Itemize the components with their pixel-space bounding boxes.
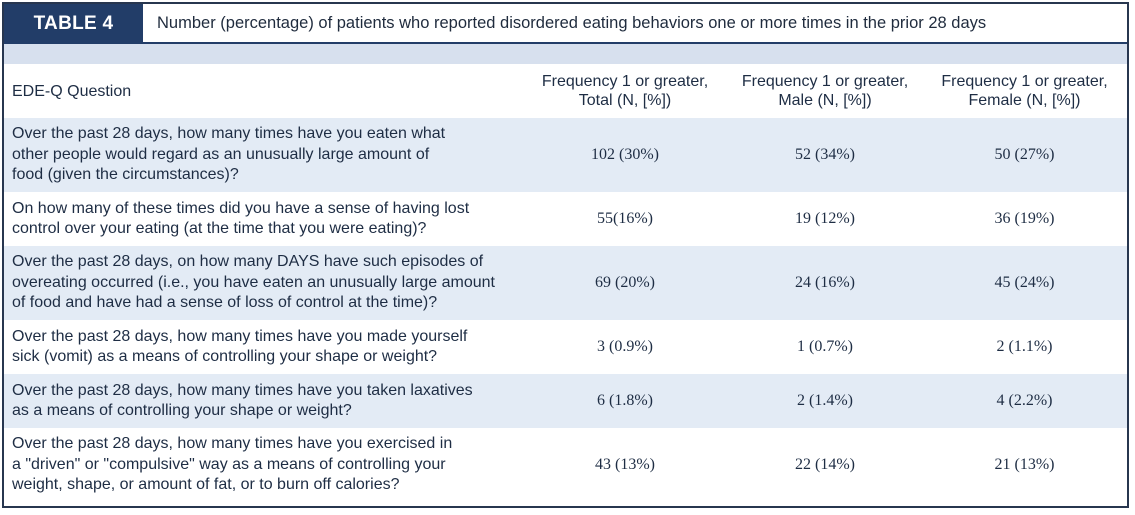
table-row: Over the past 28 days, how many times ha… <box>4 320 1127 374</box>
table-frame: TABLE 4 Number (percentage) of patients … <box>2 2 1129 508</box>
total-cell: 3 (0.9%) <box>597 337 653 355</box>
question-cell: Over the past 28 days, how many times ha… <box>4 428 522 502</box>
question-line: control over your eating (at the time th… <box>12 220 427 237</box>
column-header-female-line-1: Frequency 1 or greater, <box>941 73 1108 90</box>
question-line: Over the past 28 days, how many times ha… <box>12 327 468 345</box>
female-cell: 50 (27%) <box>922 118 1127 192</box>
female-cell: 36 (19%) <box>994 209 1055 227</box>
column-header-total-line-1: Frequency 1 or greater, <box>541 73 709 90</box>
question-line: Over the past 28 days, how many times ha… <box>12 435 453 453</box>
table-row: On how many of these times did you have … <box>4 192 1127 246</box>
question-cell: Over the past 28 days, how many times ha… <box>4 320 522 374</box>
question-line: food (given the circumstances)? <box>12 166 239 184</box>
male-cell: 2 (1.4%) <box>728 374 922 428</box>
male-cell: 1 (0.7%) <box>797 337 853 355</box>
table-title: Number (percentage) of patients who repo… <box>143 4 1127 44</box>
question-cell: On how many of these times did you have … <box>4 192 522 246</box>
question-line: a "driven" or "compulsive" way as a mean… <box>12 455 446 473</box>
female-cell: 2 (1.1%) <box>996 337 1053 355</box>
male-cell: 24 (16%) <box>728 246 922 320</box>
column-header-male-line-2: Male (N, [%]) <box>778 92 872 109</box>
question-line: Over the past 28 days, on how many DAYS … <box>12 253 484 271</box>
question-line: overeating occurred (i.e., you have eate… <box>12 273 495 291</box>
column-header-total-line-2: Total (N, [%]) <box>578 92 672 109</box>
female-cell: 4 (2.2%) <box>922 374 1127 428</box>
question-line: as a means of controlling your shape or … <box>12 402 352 419</box>
column-header-total: Frequency 1 or greater, Total (N, [%]) <box>522 64 728 118</box>
male-cell: 22 (14%) <box>795 455 855 473</box>
total-cell: 6 (1.8%) <box>522 374 728 428</box>
question-line: On how many of these times did you have … <box>12 199 470 217</box>
question-line: of food and have had a sense of loss of … <box>12 294 438 312</box>
column-header-female-line-2: Female (N, [%]) <box>968 92 1081 109</box>
question-line: sick (vomit) as a means of controlling y… <box>12 348 438 365</box>
female-cell: 45 (24%) <box>922 246 1127 320</box>
column-header-male-line-1: Frequency 1 or greater, <box>741 73 909 90</box>
question-line: other people would regard as an unusuall… <box>12 145 430 163</box>
column-header-question: EDE-Q Question <box>12 82 132 100</box>
table-label: TABLE 4 <box>4 4 143 44</box>
column-header-female: Frequency 1 or greater, Female (N, [%]) <box>922 64 1127 118</box>
male-cell: 52 (34%) <box>728 118 922 192</box>
question-line: weight, shape, or amount of fat, or to b… <box>12 476 400 494</box>
question-cell: Over the past 28 days, on how many DAYS … <box>4 246 522 320</box>
table-row: Over the past 28 days, how many times ha… <box>4 374 1127 428</box>
total-cell: 102 (30%) <box>522 118 728 192</box>
table-row: Over the past 28 days, how many times ha… <box>4 428 1127 502</box>
data-table: EDE-Q Question Frequency 1 or greater, T… <box>4 64 1127 502</box>
table-row: Over the past 28 days, how many times ha… <box>4 118 1127 192</box>
question-line: Over the past 28 days, how many times ha… <box>12 381 473 399</box>
total-cell: 55(16%) <box>597 209 653 227</box>
question-cell: Over the past 28 days, how many times ha… <box>4 374 522 428</box>
question-cell: Over the past 28 days, how many times ha… <box>4 118 522 192</box>
table-row: Over the past 28 days, on how many DAYS … <box>4 246 1127 320</box>
male-cell: 19 (12%) <box>795 209 855 227</box>
column-header-male: Frequency 1 or greater, Male (N, [%]) <box>728 64 922 118</box>
header-row: EDE-Q Question Frequency 1 or greater, T… <box>4 64 1127 118</box>
female-cell: 21 (13%) <box>994 455 1055 473</box>
table-header-band: TABLE 4 Number (percentage) of patients … <box>4 4 1127 64</box>
total-cell: 69 (20%) <box>522 246 728 320</box>
question-line: Over the past 28 days, how many times ha… <box>12 125 446 143</box>
total-cell: 43 (13%) <box>595 455 655 473</box>
